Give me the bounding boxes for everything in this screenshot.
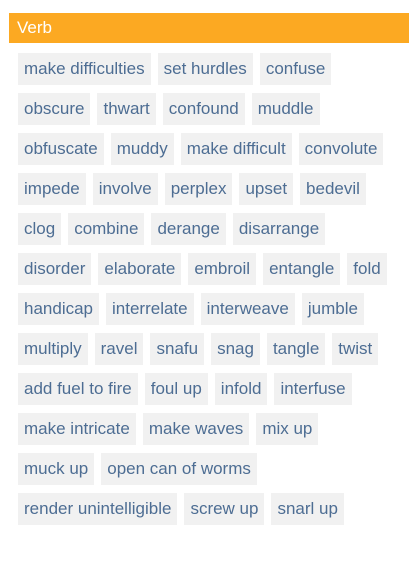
synonym-chip[interactable]: obscure — [18, 93, 91, 125]
synonym-chip[interactable]: snag — [211, 333, 260, 365]
synonym-chip[interactable]: twist — [332, 333, 379, 365]
synonym-chip[interactable]: screw up — [184, 493, 265, 525]
synonym-chip[interactable]: mix up — [256, 413, 319, 445]
synonym-chip[interactable]: bedevil — [300, 173, 366, 205]
synonym-chip[interactable]: tangle — [266, 333, 326, 365]
synonym-chip[interactable]: muddle — [251, 93, 320, 125]
synonym-chip[interactable]: foul up — [144, 373, 208, 405]
synonym-chip[interactable]: impede — [18, 173, 86, 205]
synonym-chip[interactable]: disarrange — [232, 213, 326, 245]
synonym-chip[interactable]: clog — [18, 213, 62, 245]
synonym-chip[interactable]: embroil — [188, 253, 257, 285]
synonym-chip[interactable]: snarl up — [271, 493, 344, 525]
synonym-chip[interactable]: interweave — [200, 293, 295, 325]
synonym-chip[interactable]: add fuel to fire — [18, 373, 138, 405]
synonym-chip[interactable]: disorder — [18, 253, 92, 285]
synonym-chip[interactable]: thwart — [97, 93, 156, 125]
synonym-chip[interactable]: perplex — [164, 173, 233, 205]
synonym-chip[interactable]: combine — [68, 213, 145, 245]
synonym-chip[interactable]: upset — [239, 173, 294, 205]
synonym-chip[interactable]: fold — [347, 253, 387, 285]
synonym-chip[interactable]: multiply — [18, 333, 88, 365]
synonym-chip[interactable]: handicap — [18, 293, 100, 325]
synonym-chip[interactable]: make difficulties — [18, 53, 151, 85]
synonym-chip[interactable]: make intricate — [18, 413, 136, 445]
synonym-chip[interactable]: involve — [92, 173, 158, 205]
synonym-chip[interactable]: interrelate — [106, 293, 194, 325]
synonym-chip[interactable]: ravel — [94, 333, 144, 365]
synonym-chip[interactable]: entangle — [263, 253, 341, 285]
synonym-chip[interactable]: confuse — [259, 53, 332, 85]
synonym-chip[interactable]: convolute — [298, 133, 384, 165]
synonym-chip[interactable]: derange — [151, 213, 226, 245]
synonym-chip[interactable]: elaborate — [98, 253, 182, 285]
synonym-chip[interactable]: infold — [214, 373, 268, 405]
synonym-chip[interactable]: jumble — [301, 293, 364, 325]
synonym-chip[interactable]: make waves — [142, 413, 250, 445]
synonym-chip[interactable]: confound — [162, 93, 245, 125]
synonym-chip[interactable]: make difficult — [180, 133, 292, 165]
synonym-chip[interactable]: interfuse — [274, 373, 352, 405]
section-header-verb: Verb — [9, 13, 409, 43]
synonym-chip[interactable]: muck up — [18, 453, 95, 485]
synonym-chip[interactable]: render unintelligible — [18, 493, 178, 525]
synonym-list: make difficulties set hurdles confuse ob… — [9, 43, 401, 525]
synonym-chip[interactable]: muddy — [110, 133, 174, 165]
synonym-chip[interactable]: obfuscate — [18, 133, 104, 165]
synonym-chip[interactable]: set hurdles — [157, 53, 253, 85]
synonym-chip[interactable]: snafu — [150, 333, 205, 365]
synonym-chip[interactable]: open can of worms — [101, 453, 257, 485]
